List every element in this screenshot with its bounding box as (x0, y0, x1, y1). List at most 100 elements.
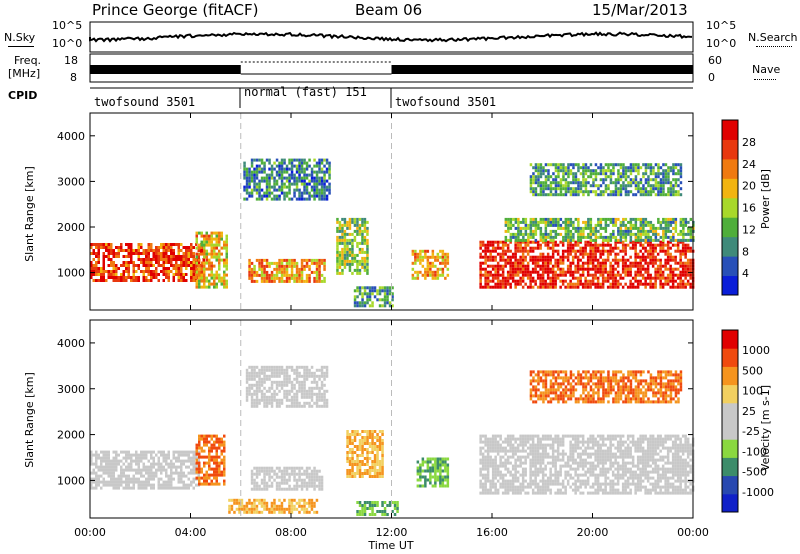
heatmap-cell (651, 243, 655, 247)
heatmap-cell (662, 172, 665, 176)
heatmap-cell (652, 226, 655, 230)
heatmap-cell (679, 282, 682, 286)
heatmap-cell (135, 264, 138, 267)
heatmap-cell (303, 176, 306, 180)
heatmap-cell (265, 507, 269, 511)
heatmap-cell (295, 484, 299, 488)
heatmap-cell (554, 264, 557, 268)
heatmap-cell (238, 507, 241, 511)
heatmap-cell (426, 463, 430, 467)
heatmap-cell (609, 220, 613, 224)
heatmap-cell (218, 437, 221, 441)
heatmap-cell (283, 377, 286, 381)
heatmap-cell (100, 465, 103, 469)
heatmap-cell (270, 276, 274, 280)
heatmap-cell (160, 252, 163, 255)
heatmap-cell (562, 238, 565, 242)
heatmap-cell (391, 510, 394, 513)
heatmap-cell (373, 513, 377, 516)
heatmap-cell (529, 190, 533, 194)
heatmap-cell (90, 246, 93, 249)
heatmap-cell (536, 258, 540, 262)
heatmap-cell (617, 163, 620, 167)
heatmap-cell (308, 371, 311, 375)
heatmap-cell (659, 181, 663, 185)
heatmap-cell (669, 235, 673, 239)
heatmap-cell (609, 235, 613, 239)
heatmap-cell (679, 255, 682, 259)
heatmap-cell (672, 169, 675, 173)
heatmap-cell (376, 436, 379, 439)
heatmap-cell (577, 166, 580, 170)
heatmap-cell (203, 243, 206, 247)
heatmap-cell (591, 261, 595, 265)
heatmap-cell (661, 270, 665, 274)
heatmap-cell (245, 182, 249, 186)
heatmap-cell (501, 243, 505, 247)
heatmap-cell (517, 217, 520, 221)
heatmap-cell (581, 285, 585, 289)
heatmap-cell (145, 480, 148, 484)
heatmap-cell (132, 276, 135, 279)
heatmap-cell (429, 270, 432, 274)
heatmap-cell (137, 258, 140, 261)
heatmap-cell (661, 240, 665, 244)
heatmap-cell (667, 175, 670, 179)
heatmap-cell (260, 264, 264, 268)
heatmap-cell (669, 190, 673, 194)
heatmap-cell (290, 487, 294, 491)
heatmap-cell (145, 471, 148, 475)
heatmap-cell (167, 255, 170, 258)
heatmap-cell (122, 255, 125, 258)
heatmap-cell (436, 463, 440, 467)
heatmap-cell (258, 185, 261, 189)
heatmap-cell (315, 279, 319, 283)
heatmap-cell (531, 276, 535, 280)
heatmap-cell (245, 368, 249, 372)
heatmap-cell (160, 246, 163, 249)
heatmap-cell (265, 173, 269, 177)
heatmap-cell (371, 433, 374, 436)
heatmap-cell (280, 504, 284, 508)
heatmap-cell (651, 252, 655, 256)
heatmap-cell (599, 252, 602, 256)
heatmap-cell (494, 240, 497, 244)
heatmap-cell (554, 261, 557, 265)
heatmap-cell (170, 483, 173, 487)
heatmap-cell (414, 258, 417, 262)
heatmap-cell (137, 483, 140, 487)
heatmap-cell (248, 273, 251, 277)
heatmap-cell (313, 188, 316, 192)
heatmap-cell (393, 507, 397, 510)
heatmap-cell (662, 238, 665, 242)
heatmap-cell (303, 395, 306, 399)
heatmap-cell (544, 178, 548, 182)
heatmap-cell (275, 194, 279, 198)
heatmap-cell (310, 170, 314, 174)
heatmap-cell (341, 247, 344, 251)
heatmap-cell (250, 475, 254, 479)
heatmap-cell (596, 282, 600, 286)
heatmap-cell (172, 249, 175, 252)
heatmap-cell (621, 267, 625, 271)
heatmap-cell (200, 276, 203, 280)
heatmap-cell (180, 465, 183, 469)
heatmap-cell (634, 238, 638, 242)
heatmap-cell (647, 229, 650, 233)
heatmap-cell (376, 469, 379, 472)
heatmap-cell (255, 389, 259, 393)
heatmap-cell (298, 484, 301, 488)
heatmap-cell (313, 279, 316, 283)
heatmap-cell (522, 235, 525, 239)
heatmap-cell (248, 194, 251, 198)
heatmap-cell (524, 229, 528, 233)
heatmap-cell (534, 232, 538, 236)
heatmap-cell (516, 267, 520, 271)
heatmap-cell (539, 273, 542, 277)
heatmap-cell (556, 243, 560, 247)
heatmap-cell (484, 261, 487, 265)
heatmap-cell (223, 479, 226, 483)
heatmap-cell (504, 276, 507, 280)
heatmap-cell (268, 167, 271, 171)
heatmap-cell (519, 276, 522, 280)
